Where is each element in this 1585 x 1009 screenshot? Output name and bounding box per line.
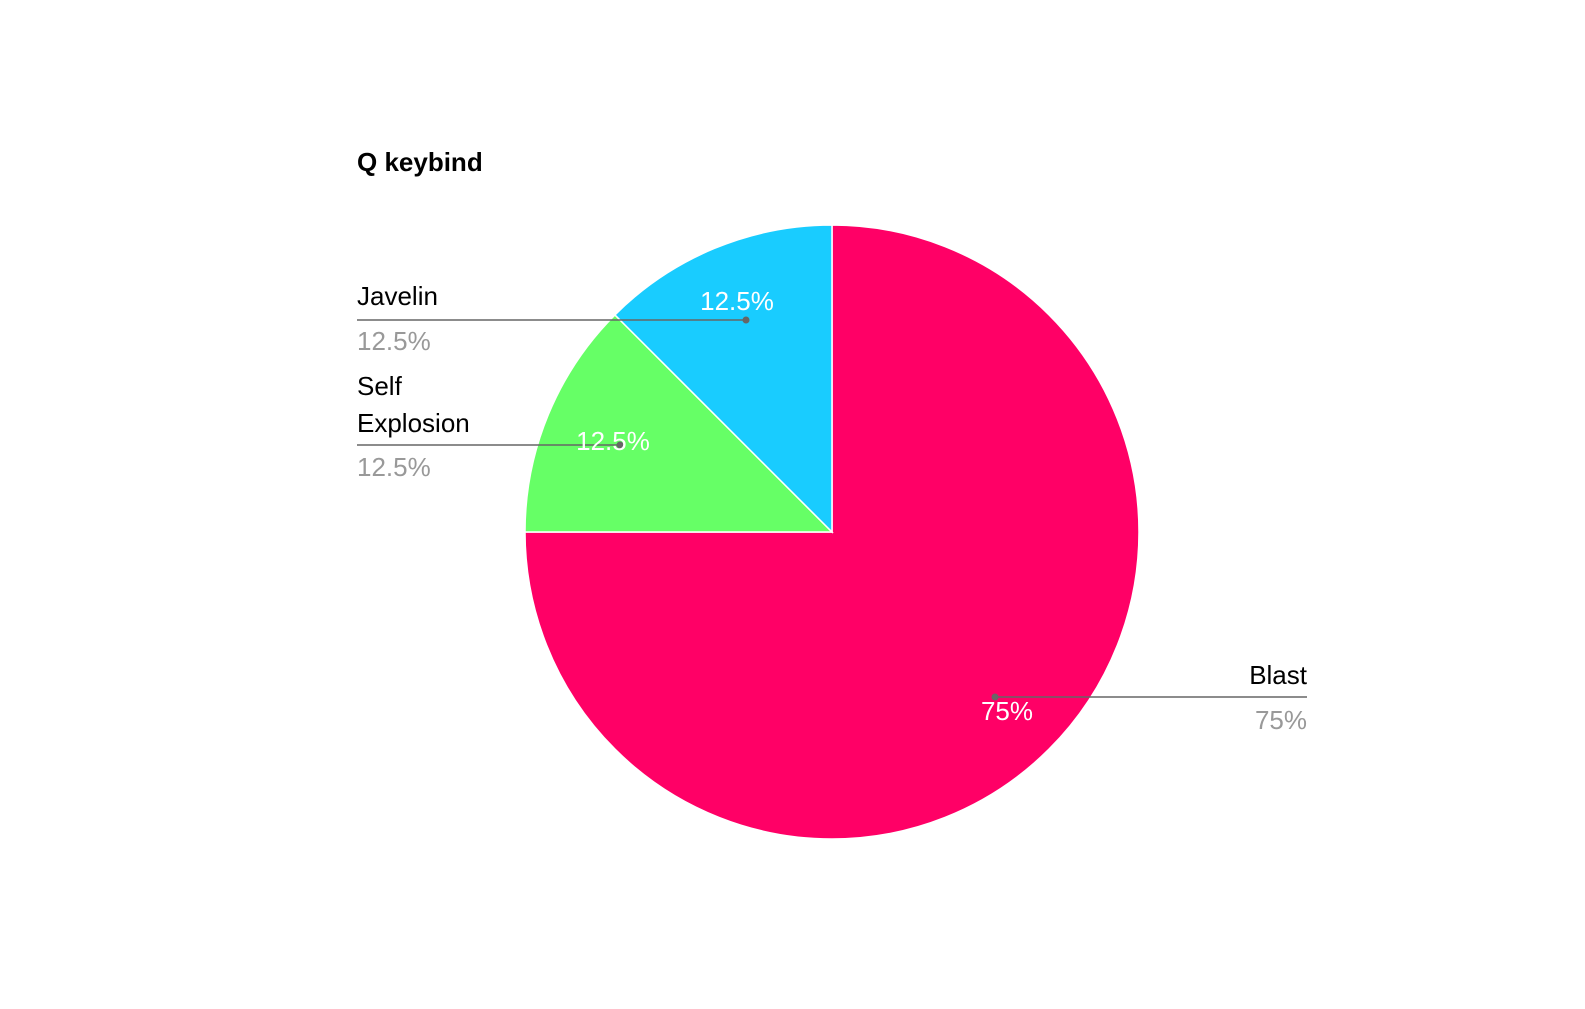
leader-dot-self-explosion: [616, 441, 624, 449]
slice-label-self-explosion: 12.5%: [576, 426, 650, 456]
pie-slice-blast: [524, 224, 1140, 840]
leader-value-javelin: 12.5%: [357, 326, 431, 356]
leader-dot-javelin: [742, 316, 750, 324]
leader-value-self-explosion: 12.5%: [357, 452, 431, 482]
chart-title: Q keybind: [357, 147, 483, 177]
leader-lines-layer: [357, 316, 1307, 701]
slice-labels-layer: 75% Blast 75% 12.5% Self Explosion 12.5% 12.5% J…: [357, 281, 1308, 735]
slice-label-blast: 75%: [981, 696, 1033, 726]
leader-name-self-explosion-line-1: Self: [357, 371, 403, 401]
leader-dot-blast: [991, 693, 999, 701]
pie-slice-javelin: [613, 224, 833, 534]
slices-layer: [524, 224, 1140, 840]
pie-slice-self-explosion: [524, 313, 834, 533]
leader-name-blast: Blast: [1249, 660, 1308, 690]
slice-label-javelin: 12.5%: [700, 286, 774, 316]
leader-name-self-explosion-line-2: Explosion: [357, 408, 470, 438]
leader-name-javelin: Javelin: [357, 281, 438, 311]
leader-value-blast: 75%: [1255, 705, 1307, 735]
